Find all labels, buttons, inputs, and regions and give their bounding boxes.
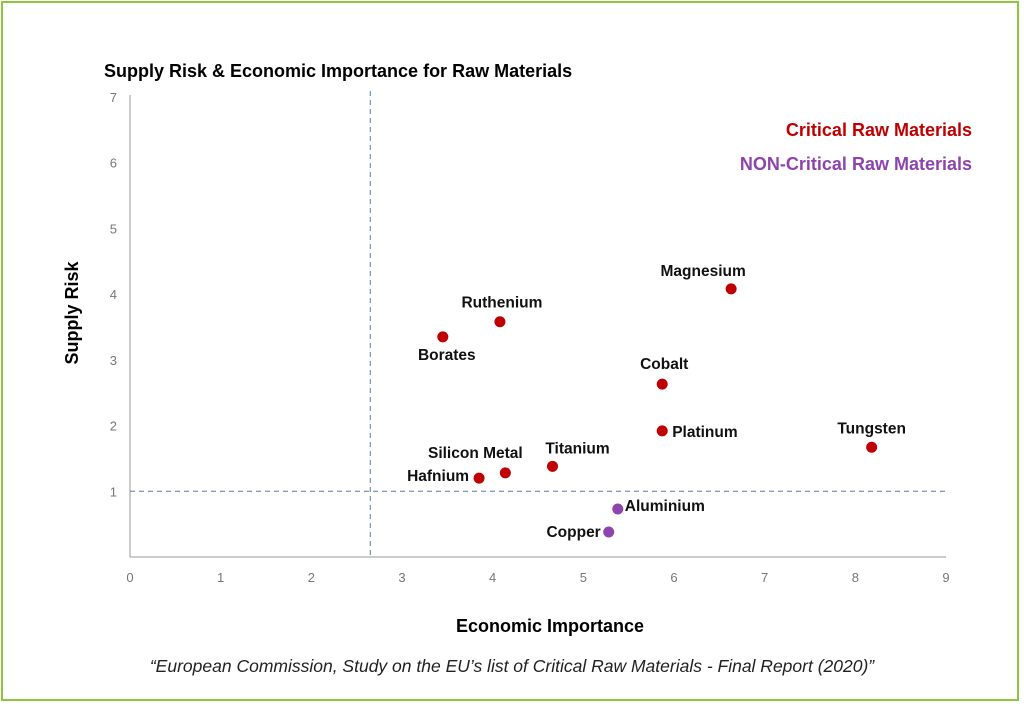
x-tick-label: 9 <box>942 570 949 585</box>
x-tick-label: 1 <box>217 570 224 585</box>
x-tick-label: 0 <box>126 570 133 585</box>
legend-entry: NON-Critical Raw Materials <box>740 154 972 174</box>
y-tick-label: 6 <box>110 156 117 171</box>
data-label: Cobalt <box>640 356 688 373</box>
data-label: Tungsten <box>837 420 906 437</box>
x-tick-label: 4 <box>489 570 496 585</box>
x-tick-label: 6 <box>670 570 677 585</box>
y-tick-label: 5 <box>110 221 117 236</box>
y-tick-label: 2 <box>110 419 117 434</box>
x-tick-label: 5 <box>580 570 587 585</box>
data-point <box>656 378 668 390</box>
x-tick-label: 8 <box>852 570 859 585</box>
data-label: Silicon Metal <box>428 445 523 462</box>
data-point <box>603 526 615 538</box>
data-point <box>612 503 624 515</box>
data-label: Hafnium <box>407 468 469 485</box>
x-tick-label: 3 <box>398 570 405 585</box>
data-point <box>547 460 559 472</box>
data-label: Titanium <box>545 440 609 457</box>
y-tick-label: 4 <box>110 287 117 302</box>
data-label: Magnesium <box>660 263 745 280</box>
y-axis-label: Supply Risk <box>62 261 82 365</box>
data-point <box>656 425 668 437</box>
data-point <box>494 316 506 328</box>
x-axis-label: Economic Importance <box>456 616 644 636</box>
y-tick-label: 1 <box>110 484 117 499</box>
x-tick-label: 2 <box>308 570 315 585</box>
chart-title: Supply Risk & Economic Importance for Ra… <box>104 61 572 81</box>
data-point <box>437 331 449 343</box>
data-point <box>866 441 878 453</box>
data-label: Ruthenium <box>461 295 542 312</box>
data-label: Aluminium <box>625 498 705 515</box>
data-label: Platinum <box>672 424 737 441</box>
data-point <box>725 283 737 295</box>
source-caption: “European Commission, Study on the EU’s … <box>149 656 875 676</box>
y-tick-label: 3 <box>110 353 117 368</box>
data-point <box>499 467 511 479</box>
y-tick-label: 7 <box>110 90 117 105</box>
data-label: Copper <box>546 524 600 541</box>
legend-entry: Critical Raw Materials <box>786 120 972 140</box>
x-tick-label: 7 <box>761 570 768 585</box>
data-point <box>473 472 485 484</box>
data-label: Borates <box>418 347 476 364</box>
